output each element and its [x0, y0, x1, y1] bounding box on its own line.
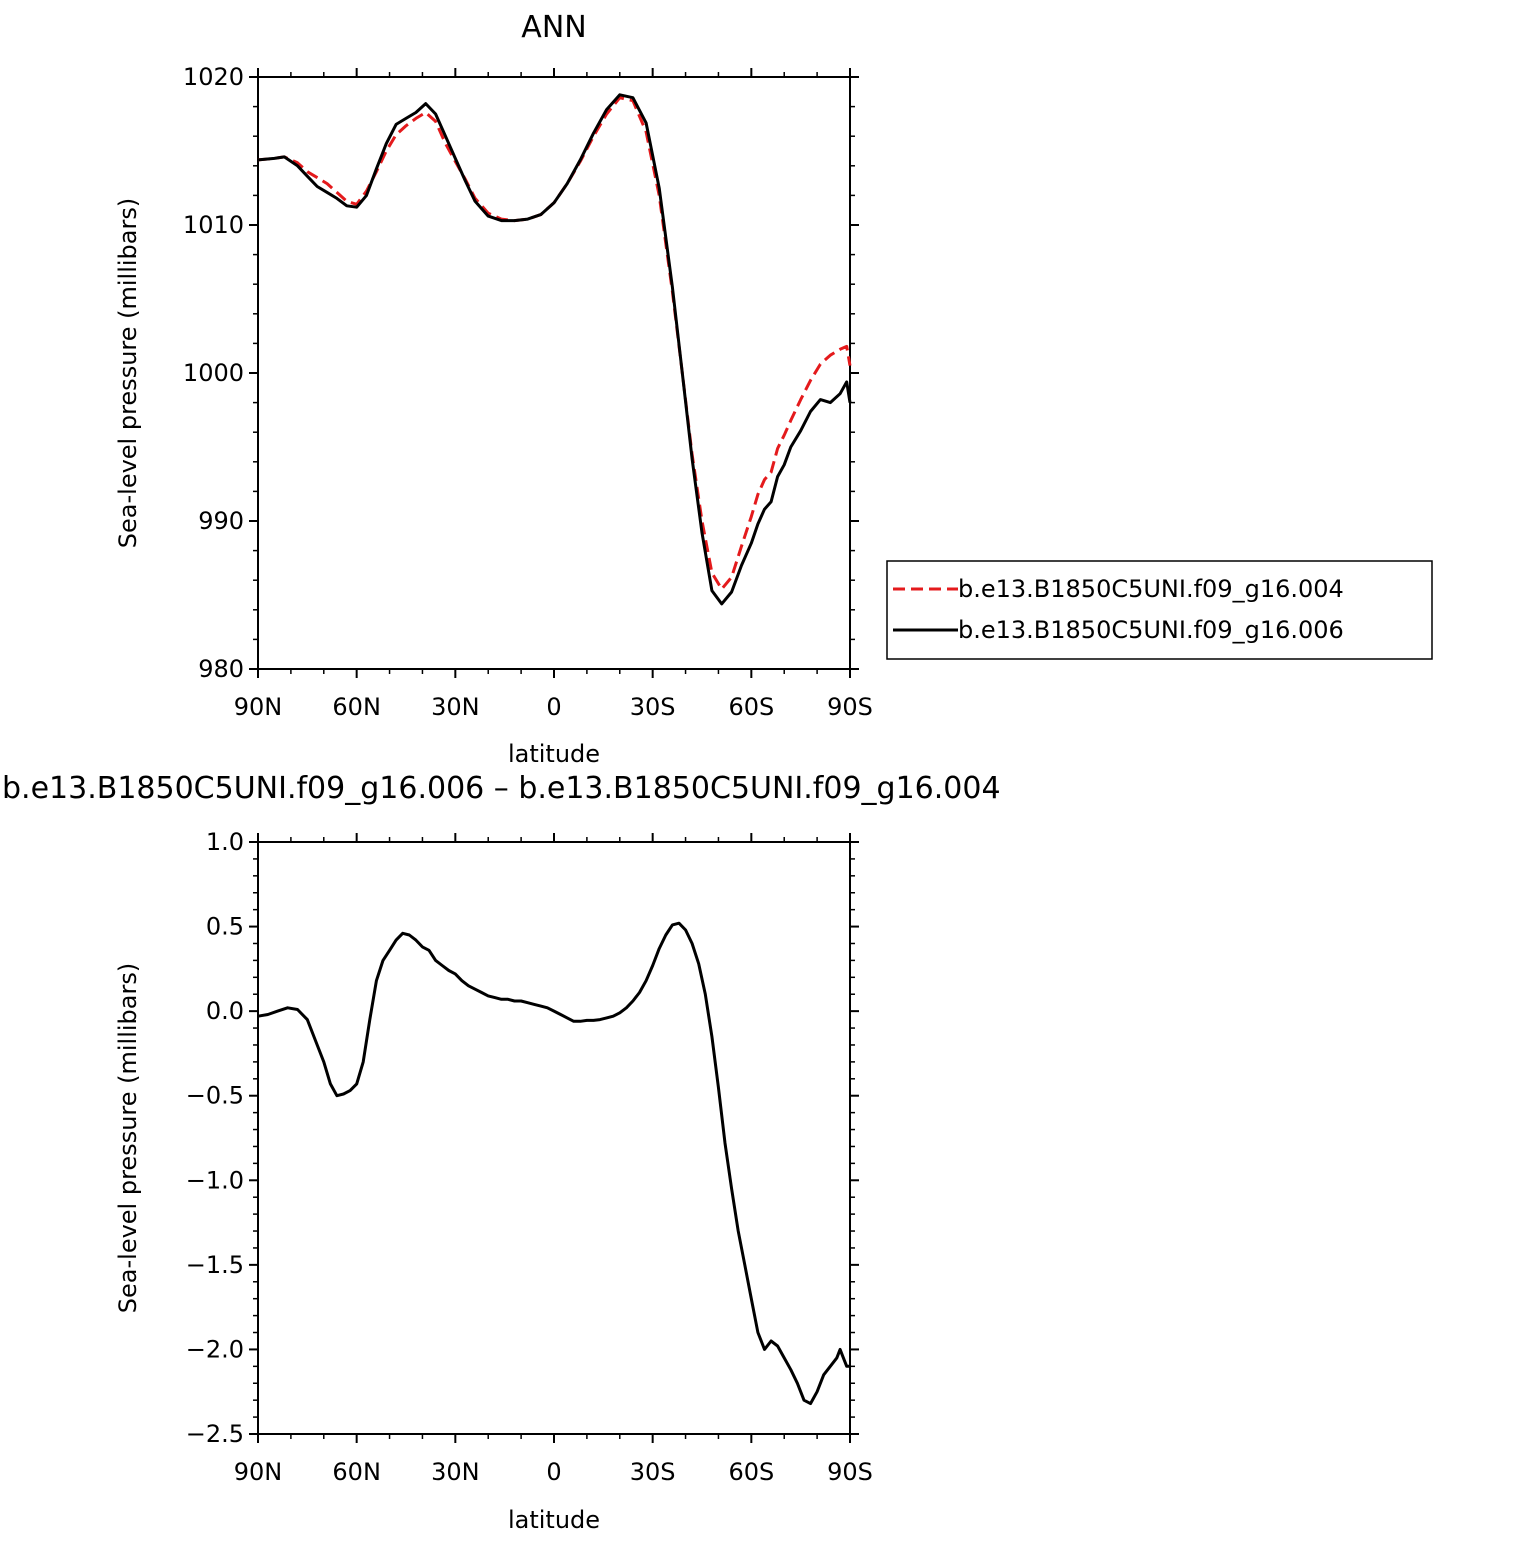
y-tick-label: 0.5 [206, 913, 244, 941]
x-tick-label: 90S [827, 693, 873, 721]
series-line-b.e13.B1850C5UNI.f09_g16.006 [257, 93, 852, 606]
legend-label-006: b.e13.B1850C5UNI.f09_g16.006 [958, 616, 1344, 644]
x-tick-label: 30N [431, 1458, 480, 1486]
x-tick-label: 60S [728, 693, 774, 721]
x-tick-label: 60S [728, 1458, 774, 1486]
series-line-diff [257, 921, 850, 1406]
x-tick-label: 90N [234, 693, 283, 721]
bottom-panel: b.e13.B1850C5UNI.f09_g16.006 – b.e13.B18… [2, 771, 1001, 1534]
top-chart-title: ANN [521, 10, 586, 45]
top-panel: ANN 90N 60N 30N 0 30S 60S 90S 980 990 1000 1010 102… [114, 10, 1433, 768]
x-tick-label: 30N [431, 693, 480, 721]
y-tick-label: 0.0 [206, 997, 244, 1025]
x-tick-label: 30S [630, 693, 676, 721]
x-tick-label: 90N [234, 1458, 283, 1486]
bottom-ticks: 90N 60N 30N 0 30S 60S 90S −2.5 −2.0 −1.5 −1.0 −0.5 0… [186, 828, 873, 1486]
y-tick-label: 1020 [183, 63, 244, 91]
legend-label-004: b.e13.B1850C5UNI.f09_g16.004 [958, 575, 1344, 603]
y-tick-label: 990 [198, 507, 244, 535]
y-tick-label: 980 [198, 655, 244, 683]
y-tick-label: 1000 [183, 359, 244, 387]
x-tick-label: 0 [546, 693, 561, 721]
y-tick-label: −1.5 [186, 1251, 244, 1279]
top-x-axis-label: latitude [508, 740, 600, 768]
top-plot-frame [257, 76, 851, 670]
bottom-x-axis-label: latitude [508, 1506, 600, 1534]
y-tick-label: −2.5 [186, 1420, 244, 1448]
y-tick-label: −0.5 [186, 1082, 244, 1110]
bottom-series [257, 921, 850, 1406]
x-tick-label: 60N [332, 693, 381, 721]
x-tick-label: 0 [546, 1458, 561, 1486]
top-y-axis-label: Sea-level pressure (millibars) [114, 198, 142, 548]
y-tick-label: −1.0 [186, 1166, 244, 1194]
top-series [257, 93, 852, 606]
top-ticks: 90N 60N 30N 0 30S 60S 90S 980 990 1000 1010 1020 [183, 63, 873, 721]
legend-box [886, 560, 1433, 660]
bottom-chart-title: b.e13.B1850C5UNI.f09_g16.006 – b.e13.B18… [2, 771, 1001, 806]
y-tick-label: −2.0 [186, 1335, 244, 1363]
legend: b.e13.B1850C5UNI.f09_g16.004 b.e13.B1850… [886, 560, 1433, 660]
x-tick-label: 30S [630, 1458, 676, 1486]
x-tick-label: 90S [827, 1458, 873, 1486]
bottom-plot-frame [257, 841, 851, 1435]
x-tick-label: 60N [332, 1458, 381, 1486]
bottom-y-axis-label: Sea-level pressure (millibars) [114, 963, 142, 1313]
y-tick-label: 1010 [183, 211, 244, 239]
y-tick-label: 1.0 [206, 828, 244, 856]
